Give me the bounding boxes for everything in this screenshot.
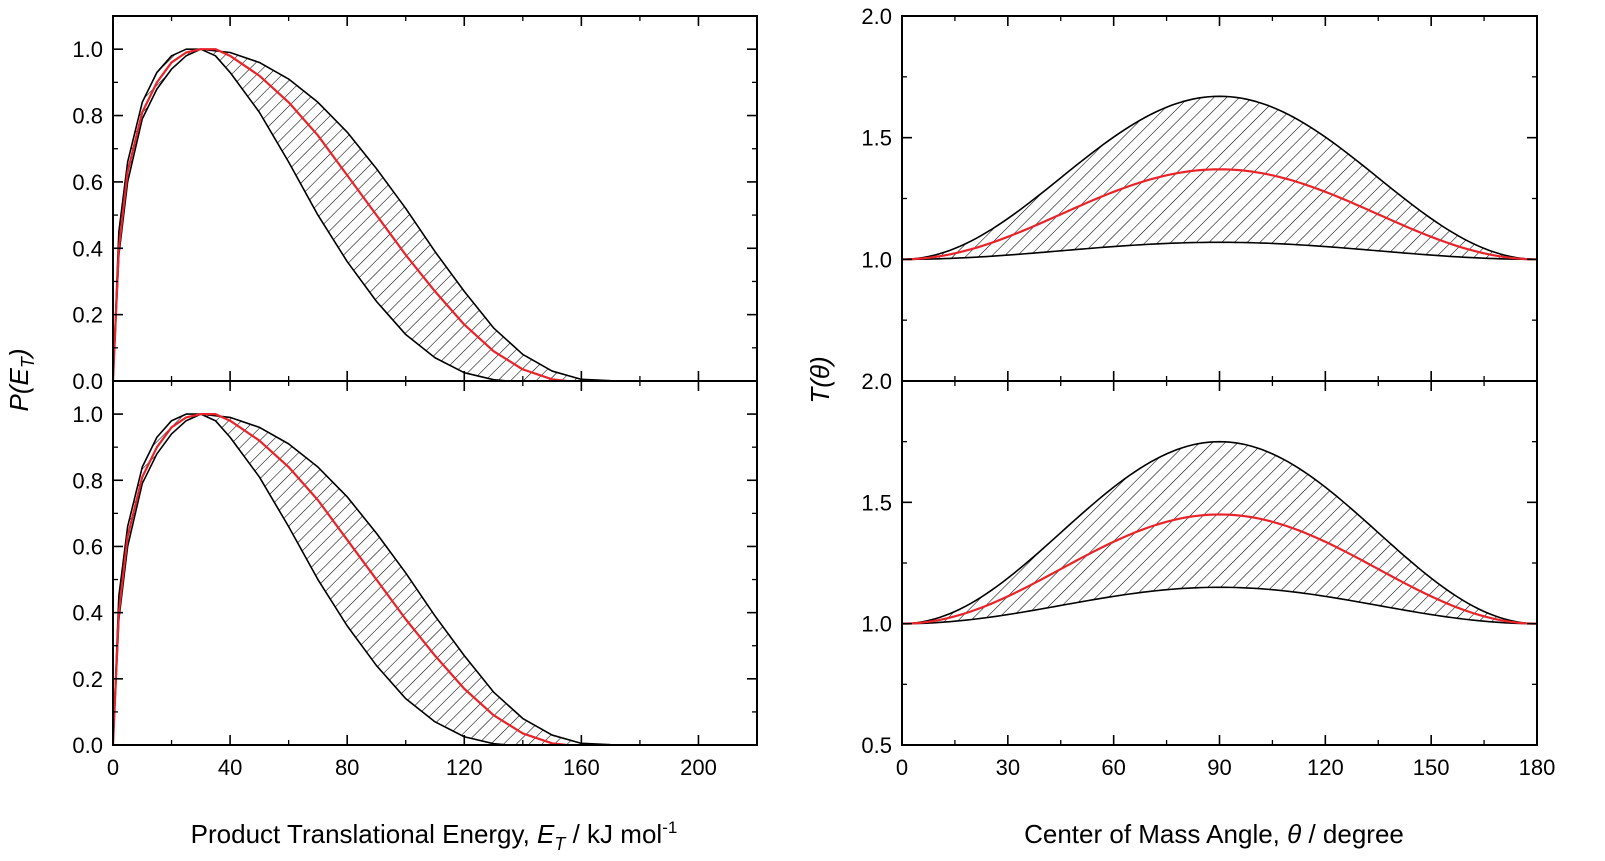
lower-envelope-line [112, 413, 509, 746]
y-tick-label: 1.5 [861, 490, 892, 515]
right-x-axis-label: Center of Mass Angle, θ / degree [1024, 819, 1404, 849]
uncertainty-band [902, 96, 1537, 260]
plot-frame [112, 380, 758, 746]
panel-pet-bottom: 0.0 0.2 0.4 0.6 0.8 1.0 0 40 80 120 160 200 [72, 380, 758, 780]
panel-pet-top: 0.0 0.2 0.4 0.6 0.8 1.0 [72, 15, 758, 394]
x-tick-label: 40 [218, 755, 242, 780]
y-tick-label: 1.0 [72, 37, 103, 62]
x-tick-label: 80 [335, 755, 359, 780]
x-tick-label: 0 [107, 755, 119, 780]
best-fit-line [901, 513, 1538, 625]
y-tick-label: 1.5 [861, 126, 892, 151]
y-tick-label: 1.0 [861, 612, 892, 637]
y-tick-label: 0.0 [72, 369, 103, 394]
lower-envelope-line [112, 48, 509, 382]
x-tick-label: 30 [996, 755, 1020, 780]
x-tick-label: 60 [1101, 755, 1125, 780]
y-tick-label: 0.6 [72, 170, 103, 195]
y-tick-label: 0.4 [72, 236, 103, 261]
x-tick-label: 90 [1207, 755, 1231, 780]
y-tick-label: 2.0 [861, 369, 892, 394]
uncertainty-band [902, 441, 1537, 624]
y-tick-label: 0.2 [72, 303, 103, 328]
y-tick-label: 0.8 [72, 468, 103, 493]
best-fit-line [901, 168, 1538, 261]
x-tick-label: 180 [1519, 755, 1556, 780]
y-tick-label: 0.5 [861, 733, 892, 758]
upper-envelope-line [112, 413, 635, 746]
y-tick-label: 1.0 [861, 247, 892, 272]
y-tick-label: 1.0 [72, 402, 103, 427]
lower-envelope-line [901, 241, 1538, 261]
y-tick-label: 0.4 [72, 601, 103, 626]
right-y-axis-label: T(θ) [805, 356, 835, 403]
x-tick-label: 200 [680, 755, 717, 780]
uncertainty-band [113, 49, 635, 382]
panel-ttheta-bottom: 0.5 1.0 1.5 2.0 0 30 60 90 120 150 180 [861, 369, 1555, 780]
left-x-axis-label: Product Translational Energy, ET / kJ mo… [191, 818, 678, 854]
upper-envelope-line [112, 48, 635, 382]
y-tick-label: 0.0 [72, 733, 103, 758]
x-tick-label: 160 [563, 755, 600, 780]
y-tick-label: 0.2 [72, 667, 103, 692]
lower-envelope-line [901, 586, 1538, 625]
upper-envelope-line [901, 95, 1538, 261]
x-tick-label: 120 [1307, 755, 1344, 780]
y-tick-label: 0.8 [72, 104, 103, 129]
best-fit-line [111, 412, 567, 747]
uncertainty-band [113, 414, 635, 745]
x-tick-label: 0 [896, 755, 908, 780]
upper-envelope-line [901, 440, 1538, 625]
best-fit-line [111, 48, 567, 383]
panel-ttheta-top: 1.0 1.5 2.0 [861, 4, 1538, 382]
x-tick-label: 150 [1413, 755, 1450, 780]
y-tick-label: 0.6 [72, 534, 103, 559]
y-tick-label: 2.0 [861, 4, 892, 29]
left-y-axis-label: P(ET) [4, 348, 38, 411]
x-tick-label: 120 [446, 755, 483, 780]
